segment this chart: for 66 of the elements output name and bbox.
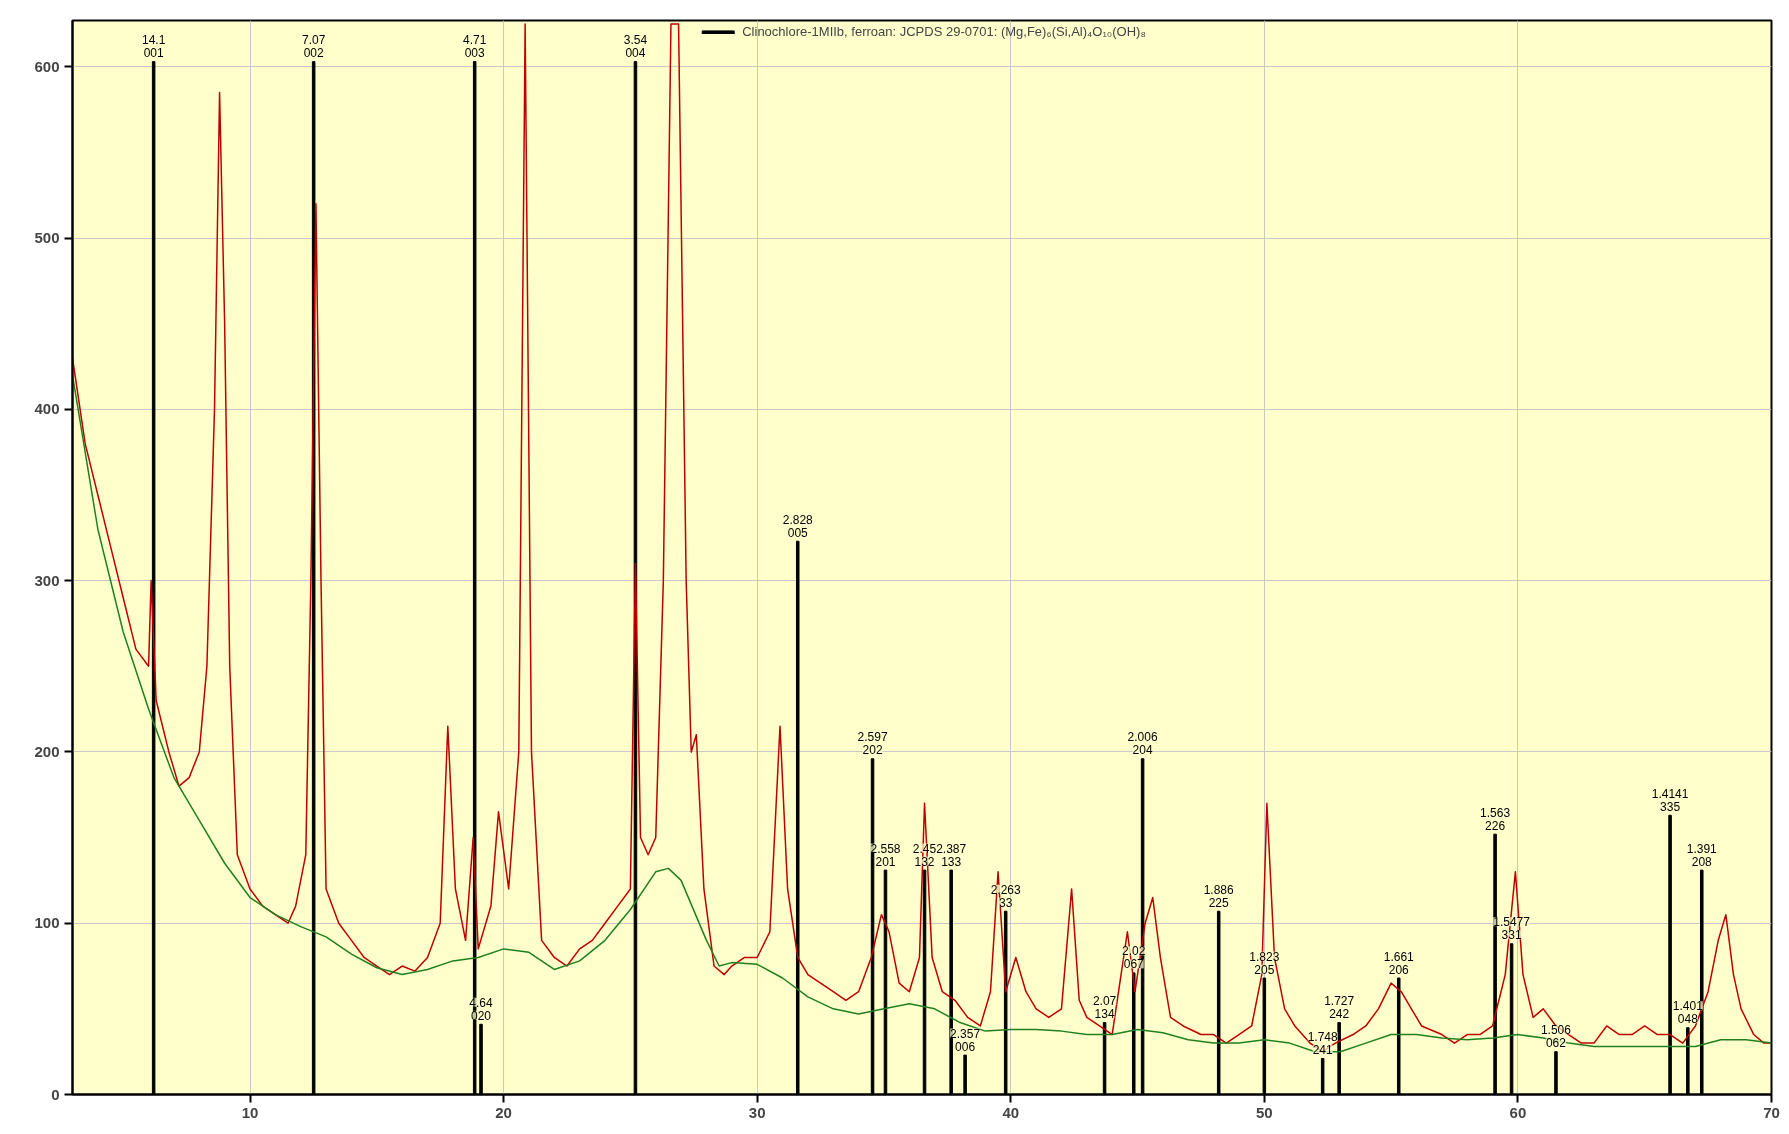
x-tick-label: 70 (1763, 1103, 1780, 1121)
x-tick-label: 30 (748, 1103, 766, 1121)
annotation: 14.1 (141, 33, 166, 48)
annotation: 1.391 (1686, 841, 1718, 856)
annotation: 206 (1388, 962, 1410, 977)
annotation: 1.823 (1249, 949, 1280, 964)
annotation: 2.45 (912, 841, 937, 856)
annotation: 33 (999, 895, 1013, 910)
y-tick-label: 600 (34, 57, 60, 75)
legend-label: Clinochlore-1MIIb, ferroan: JCPDS 29-0701: (Mg,Fe)₆(Si,Al)₄O₁₀(OH)₈ (742, 24, 1146, 39)
annotation: 242 (1329, 1007, 1350, 1022)
annotation: 1.727 (1324, 994, 1355, 1009)
x-tick-label: 50 (1255, 1103, 1273, 1121)
annotation: 1.5477 (1493, 915, 1531, 930)
y-tick-label: 200 (34, 742, 60, 760)
annotation: 1.401 (1672, 999, 1704, 1014)
annotation: 1.563 (1480, 805, 1511, 820)
x-tick-label: 20 (495, 1103, 512, 1121)
annotation: 2.006 (1127, 730, 1158, 745)
annotation: 2.828 (782, 512, 814, 527)
annotation: 226 (1485, 818, 1506, 833)
annotation: 1.748 (1307, 1030, 1338, 1045)
annotation: 2.263 (990, 882, 1022, 897)
annotation: 1.886 (1203, 882, 1235, 897)
annotation: 134 (1094, 1007, 1115, 1022)
y-tick-label: 500 (34, 229, 60, 247)
annotation: 067 (1123, 957, 1145, 972)
annotation: 006 (955, 1039, 976, 1054)
annotation: 003 (464, 46, 486, 61)
annotation: 205 (1254, 962, 1275, 977)
annotation: 002 (303, 46, 324, 61)
annotation: 2.07 (1092, 994, 1117, 1009)
annotation: 225 (1208, 895, 1230, 910)
x-tick-label: 10 (241, 1103, 259, 1121)
annotation: 062 (1545, 1036, 1567, 1051)
annotation: 204 (1132, 743, 1153, 758)
annotation: 4.64 (469, 995, 494, 1010)
annotation: 335 (1660, 799, 1681, 814)
annotation: 132 (914, 854, 935, 869)
annotation: 020 (471, 1008, 492, 1023)
annotation: 1.506 (1540, 1023, 1572, 1038)
annotation: 048 (1677, 1012, 1699, 1027)
y-tick-label: 400 (34, 400, 60, 418)
y-tick-label: 0 (51, 1085, 60, 1103)
annotation: 2.597 (857, 730, 888, 745)
annotation: 4.71 (463, 33, 487, 48)
x-tick-label: 40 (1002, 1103, 1020, 1121)
annotation: 2.387 (936, 841, 967, 856)
annotation: 7.07 (301, 33, 326, 48)
annotation: 133 (941, 854, 962, 869)
annotation: 1.4141 (1651, 786, 1689, 801)
annotation: 005 (787, 525, 809, 540)
annotation: 202 (862, 743, 883, 758)
annotation: 001 (143, 46, 164, 61)
annotation: 201 (875, 854, 896, 869)
y-tick-label: 300 (34, 571, 60, 589)
y-tick-label: 100 (34, 914, 60, 932)
x-tick-label: 60 (1509, 1103, 1527, 1121)
annotation: 2.02 (1122, 944, 1146, 959)
annotation: 004 (625, 46, 646, 61)
annotation: 2.357 (950, 1026, 981, 1041)
annotation: 1.661 (1383, 949, 1415, 964)
annotation: 208 (1691, 854, 1713, 869)
annotation: 331 (1501, 928, 1522, 943)
annotation: 2.558 (870, 841, 901, 856)
annotation: 3.54 (623, 33, 648, 48)
